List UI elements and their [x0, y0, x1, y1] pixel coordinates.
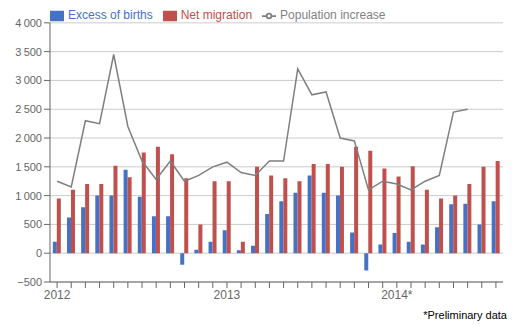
- svg-text:0: 0: [36, 247, 42, 259]
- svg-text:2013: 2013: [214, 288, 241, 302]
- svg-text:3 000: 3 000: [15, 74, 42, 86]
- svg-text:1 000: 1 000: [15, 190, 42, 202]
- html-text:Population increase: Population increase: [280, 8, 386, 22]
- html-text:Excess of births: Excess of births: [68, 8, 153, 22]
- svg-text:2014*: 2014*: [381, 288, 413, 302]
- svg-text:3 500: 3 500: [15, 46, 42, 58]
- svg-text:2012: 2012: [44, 288, 71, 302]
- svg-text:−500: −500: [17, 276, 42, 288]
- svg-text:500: 500: [24, 218, 42, 230]
- svg-text:2 500: 2 500: [15, 103, 42, 115]
- html-text:*Preliminary data: *Preliminary data: [423, 309, 507, 321]
- svg-text:1 500: 1 500: [15, 161, 42, 173]
- html-text:Net migration: Net migration: [180, 8, 253, 22]
- svg-text:2 000: 2 000: [15, 132, 42, 144]
- svg-text:4 000: 4 000: [15, 17, 42, 29]
